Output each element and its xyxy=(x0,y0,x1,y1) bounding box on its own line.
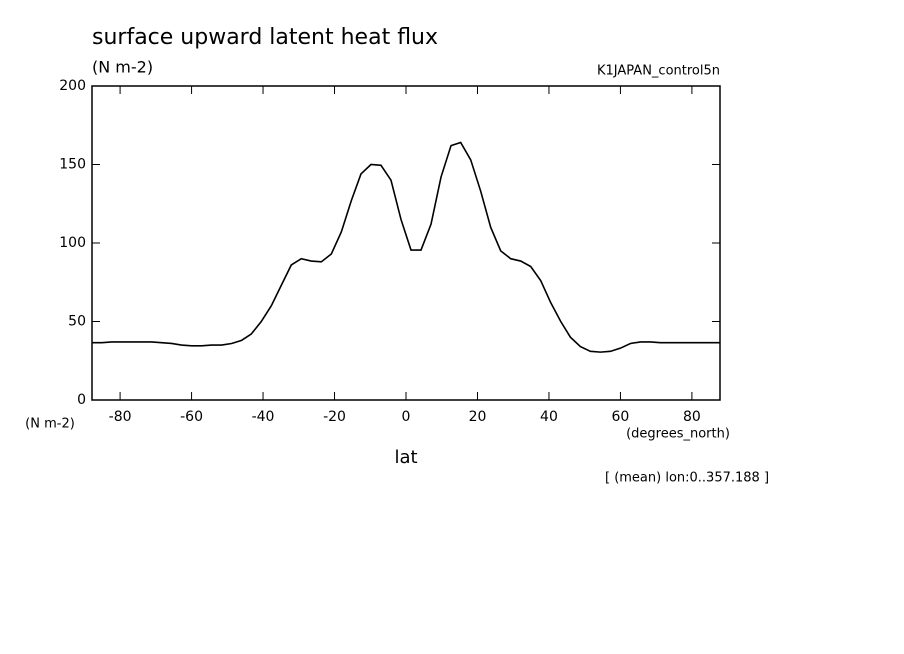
x-tick-label: -40 xyxy=(252,409,275,425)
y-tick-label: 0 xyxy=(77,392,86,408)
x-tick-label: 20 xyxy=(469,409,487,425)
x-tick-label: -20 xyxy=(323,409,346,425)
x-tick-label: -80 xyxy=(109,409,132,425)
x-tick-label: 40 xyxy=(540,409,558,425)
x-axis-units: (degrees_north) xyxy=(626,427,730,442)
y-tick-label: 200 xyxy=(59,78,86,94)
x-tick-label: -60 xyxy=(180,409,203,425)
dataset-label: K1JAPAN_control5n xyxy=(597,64,720,79)
y-tick-label: 50 xyxy=(68,314,86,330)
data-line xyxy=(92,141,720,353)
chart-subtitle: (N m-2) xyxy=(92,58,153,77)
y-tick-label: 150 xyxy=(59,157,86,173)
y-axis-label: (N m-2) xyxy=(25,417,75,432)
x-axis-label: lat xyxy=(394,447,417,468)
chart-title: surface upward latent heat flux xyxy=(92,25,438,50)
x-tick-label: 80 xyxy=(683,409,701,425)
x-tick-label: 60 xyxy=(612,409,630,425)
plot-frame xyxy=(91,85,721,401)
y-tick-label: 100 xyxy=(59,235,86,251)
annotation: [ (mean) lon:0..357.188 ] xyxy=(605,471,769,486)
x-tick-label: 0 xyxy=(402,409,411,425)
